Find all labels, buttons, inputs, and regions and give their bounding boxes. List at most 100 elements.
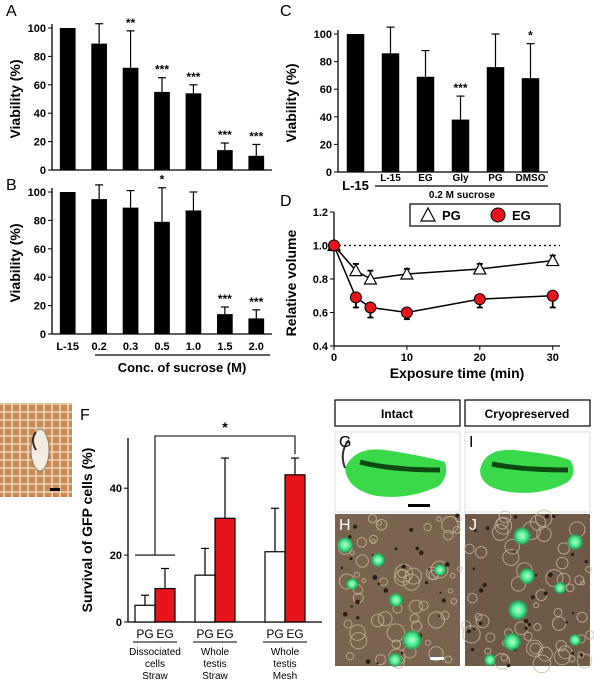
cell [370,538,376,545]
debris [342,611,348,617]
group-label: cells [145,659,165,670]
cell [355,554,369,568]
chart-d: 0.4 0.6 0.8 1.0 1.2 0 10 20 30 PG EG Exposure time … [283,203,561,381]
bar-eg [214,517,236,623]
cell [428,646,444,662]
panel-label-b: B [6,177,17,194]
cell [555,556,569,570]
category-label: Gly [452,173,469,184]
debris [348,535,352,539]
bar [185,93,202,170]
cell [379,577,388,587]
group-label: Whole [271,647,300,658]
cell [568,655,576,663]
category-label: 1.5 [217,341,232,353]
cell [440,610,450,620]
cell [349,549,355,556]
data-point-eg [328,239,340,252]
cell [535,589,548,602]
gfp-cell [388,653,402,667]
panel-label-g: G [339,434,351,451]
debris [584,560,588,564]
cell [424,639,431,646]
debris [415,546,420,551]
cell [403,573,420,591]
x-axis-title: Exposure time (min) [390,365,525,381]
cell [447,588,454,594]
y-axis-title: Survival of GFP cells (%) [79,448,95,613]
gfp-cell [389,593,403,607]
panel-label-j: J [469,517,477,534]
debris [470,647,475,652]
significance-marker: * [160,173,165,187]
data-point-pg [399,266,414,280]
cell [377,611,393,627]
category-label: L-15 [342,178,369,193]
group-label: Straw [142,671,168,682]
group-label: Straw [202,671,228,682]
debris [455,513,460,518]
debris [376,662,379,665]
series-label-eg: EG [156,627,173,641]
y-tick-label: 60 [34,80,46,92]
y-axis-title: Viability (%) [7,59,23,138]
cell [585,630,594,640]
debris [428,567,431,571]
significance-marker: *** [249,129,263,143]
category-label: 0.3 [123,341,138,353]
debris [466,629,471,634]
category-label: 1.0 [186,341,201,353]
data-point-pg [348,263,363,277]
series-label-pg: PG [266,627,283,641]
debris [438,615,441,618]
bar [217,314,233,334]
debris [513,515,518,519]
category-label: 0.2 [91,341,106,353]
debris [355,599,360,605]
debris [383,588,389,593]
cell [449,572,456,579]
cell [349,624,366,641]
testis-dark-band-i [491,461,569,473]
cell [353,571,360,578]
cell [574,575,585,586]
cell [475,614,490,629]
bar [346,34,365,172]
chart-b: 0 20 40 60 80 100 L-15 0.2 0.3 * 0.5 1.0 *** 1.5 *** 2.… [7,173,272,375]
data-point-pg [363,271,378,285]
y-tick-label: 80 [34,51,46,63]
cell [484,647,492,655]
cell-field-j [461,509,594,674]
cell [532,654,552,674]
photo-j-cryopreserved-cells: J [461,509,594,674]
cell [579,580,586,586]
cell [427,611,445,629]
bar [381,53,400,172]
cell [461,620,472,631]
y-tick-label: 0 [40,329,46,341]
debris [530,595,536,600]
debris [444,562,450,567]
x-tick-label: 30 [547,352,559,364]
debris [580,653,584,657]
bar [486,67,505,172]
legend-marker-eg [490,207,506,223]
gfp-cell [402,630,422,650]
y-tick-label: 20 [34,137,46,149]
significance-marker: * [222,419,228,435]
legend-box [409,203,561,227]
cell [557,542,570,555]
y-tick-label: 20 [110,550,122,562]
debris [534,573,538,577]
y-axis-title: Relative volume [283,229,299,336]
cell [534,509,553,527]
y-tick-label: 100 [314,29,332,41]
debris [544,514,550,519]
y-axis-title: Viability (%) [283,63,299,142]
bar [248,155,265,170]
cell [386,623,406,642]
cell [376,520,382,526]
bar [59,28,76,170]
cell [474,545,488,559]
cell [408,599,424,614]
